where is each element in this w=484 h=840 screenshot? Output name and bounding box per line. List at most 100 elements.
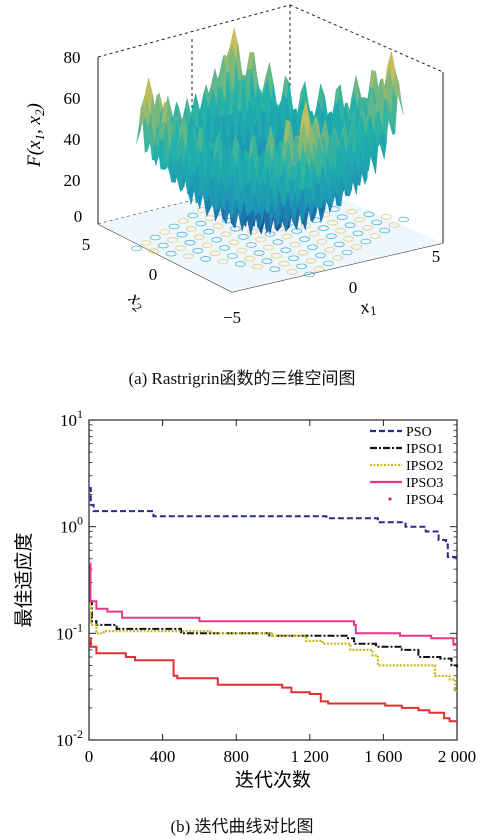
contour-ring xyxy=(346,208,358,215)
contour-ring xyxy=(148,248,160,254)
x-axis-label: 迭代次数 xyxy=(235,769,311,791)
contour-ring xyxy=(332,255,344,261)
contour-ring xyxy=(234,261,246,267)
contour-ring xyxy=(263,244,274,251)
contour-ring xyxy=(187,212,199,219)
x2-axis-label: x2 xyxy=(123,287,150,315)
contour-ring xyxy=(149,234,161,241)
contour-ring xyxy=(219,245,230,251)
x2-tick-label: 0 xyxy=(149,265,158,284)
contour-ring xyxy=(369,233,381,239)
contour-ring xyxy=(380,214,392,220)
contour-ring xyxy=(280,247,292,254)
contour-ring xyxy=(335,228,347,234)
x-tick-label: 1 600 xyxy=(364,747,402,766)
contour-ring xyxy=(343,236,355,242)
contour-ring xyxy=(220,231,232,238)
surface-tick-labels: 80 60 40 20 0 0 5 5 0 −5 xyxy=(64,48,441,327)
contour-ring xyxy=(371,219,383,226)
contour-ring xyxy=(167,237,179,243)
contour-ring xyxy=(388,222,400,228)
contour-ring xyxy=(324,247,336,253)
contour-ring xyxy=(178,218,189,224)
series-line-ipso4 xyxy=(89,637,457,723)
contour-ring xyxy=(193,234,205,241)
contour-ring xyxy=(325,233,337,240)
y-tick-label: 10-2 xyxy=(56,727,83,750)
contour-ring xyxy=(252,263,264,270)
z-tick-label: 20 xyxy=(64,171,81,190)
contour-ring xyxy=(159,229,171,235)
contour-ring xyxy=(272,239,284,245)
x1-tick-label: 0 xyxy=(349,278,358,297)
plot-frame xyxy=(88,419,458,741)
z-tick-label: 40 xyxy=(64,130,81,149)
contour-ring xyxy=(253,250,265,256)
contour-ring xyxy=(131,245,142,252)
z-tick-label: 0 xyxy=(74,207,83,226)
contour-floor xyxy=(98,176,443,292)
contour-ring xyxy=(175,245,186,252)
contour-ring xyxy=(269,266,281,273)
y-tick-label: 100 xyxy=(60,514,83,537)
x-tick-label: 2 000 xyxy=(438,747,476,766)
series-line-ipso1 xyxy=(89,600,458,668)
series-line-pso xyxy=(89,487,457,558)
contour-ring xyxy=(289,241,301,248)
x2-tick-label: 5 xyxy=(82,235,91,254)
legend: PSO IPSO1 IPSO2 IPSO3 IPSO4 xyxy=(370,425,443,508)
series-line-ipso3 xyxy=(89,562,458,646)
series-line-ipso2 xyxy=(89,605,459,693)
contour-ring xyxy=(307,244,318,251)
legend-label: IPSO1 xyxy=(406,442,443,457)
contour-ring xyxy=(379,227,391,234)
contour-ring xyxy=(270,252,282,259)
contour-ring xyxy=(296,263,308,270)
contour-ring xyxy=(304,271,315,278)
contour-ring xyxy=(244,255,256,262)
contour-ring xyxy=(255,236,267,243)
contour-ring xyxy=(322,260,334,267)
figure-canvas: 80 60 40 20 0 0 5 5 0 −5 F(x1, x2) x1 x2 0 400 800 1… xyxy=(13,4,476,791)
contour-ring xyxy=(281,233,293,240)
caption-a: (a) Rastrigrin函数的三维空间图 xyxy=(128,369,356,388)
contour-ring xyxy=(247,228,259,235)
contour-ring xyxy=(351,244,362,250)
series-group xyxy=(89,487,459,723)
contour-ring xyxy=(308,230,320,237)
x-tick-label: 1 200 xyxy=(291,747,329,766)
contour-ring xyxy=(361,225,373,231)
contour-ring xyxy=(185,226,197,232)
y-axis-label: 最佳适应度 xyxy=(13,532,35,627)
x1-axis-label: x1 xyxy=(357,295,378,321)
contour-ring xyxy=(211,237,223,243)
contour-ring xyxy=(157,242,169,249)
legend-swatch xyxy=(388,497,392,501)
contour-ring xyxy=(165,250,177,257)
x1-tick-label: 5 xyxy=(432,247,441,266)
contour-ring xyxy=(228,239,240,246)
contour-ring xyxy=(182,253,194,260)
z-axis-label: F(x1, x2) xyxy=(24,103,47,168)
contour-ring xyxy=(217,258,229,265)
convergence-plot: 0 400 800 1 200 1 600 2 000 101 100 10-1 10-2 PSO… xyxy=(13,407,476,791)
y-tick-label: 10-1 xyxy=(56,620,83,643)
caption-b: (b) 迭代曲线对比图 xyxy=(170,817,314,836)
contour-ring xyxy=(203,228,215,235)
contour-ring xyxy=(192,248,204,254)
contour-ring xyxy=(195,220,207,227)
contour-ring xyxy=(278,260,290,267)
contour-ring xyxy=(168,223,180,230)
z-tick-label: 60 xyxy=(64,89,81,108)
contour-ring xyxy=(288,255,300,262)
contour-ring xyxy=(352,230,364,237)
contour-ring xyxy=(344,222,356,229)
surface-facet xyxy=(305,140,312,170)
x-tick-label: 400 xyxy=(150,747,176,766)
contour-rings xyxy=(131,190,409,278)
contour-ring xyxy=(226,253,238,259)
x-tick-label: 800 xyxy=(223,747,249,766)
contour-ring xyxy=(360,238,372,245)
contour-ring xyxy=(316,239,328,245)
contour-ring xyxy=(212,223,224,230)
